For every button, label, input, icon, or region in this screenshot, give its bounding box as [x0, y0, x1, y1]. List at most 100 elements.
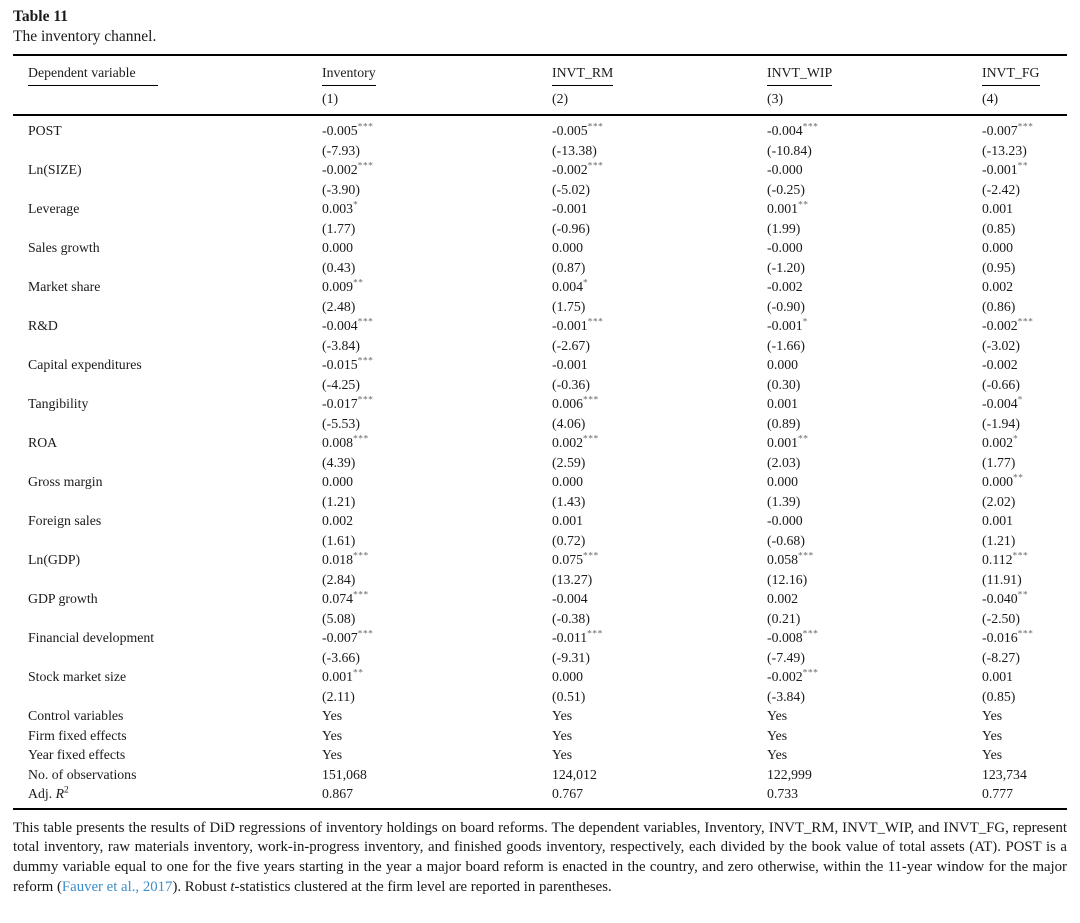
significance-stars: *** [357, 356, 374, 367]
row-label-empty [13, 687, 322, 707]
coef-row: GDP growth 0.074*** -0.004 0.002 -0.040** [13, 589, 1067, 609]
italic-symbol: R [55, 786, 65, 801]
tstat-cell: (-4.25) [322, 376, 360, 392]
tstat-cell: (1.21) [982, 532, 1016, 548]
tstat-row: (1.61) (0.72) (-0.68) (1.21) [13, 531, 1067, 551]
row-label: POST [28, 123, 62, 138]
coef-cell: 0.000 [982, 240, 1014, 255]
summary-row: Year fixed effects Yes Yes Yes Yes [13, 745, 1067, 765]
tstat-cell: (-3.90) [322, 181, 360, 197]
summary-cell: Yes [552, 727, 573, 743]
tstat-cell: (-0.25) [767, 181, 805, 197]
tstat-cell: (-3.84) [767, 688, 805, 704]
tstat-cell: (-0.38) [552, 610, 590, 626]
tstat-cell: (2.48) [322, 298, 356, 314]
tstat-row: (1.21) (1.43) (1.39) (2.02) [13, 492, 1067, 512]
coef-cell: 0.002 [322, 513, 354, 528]
tstat-row: (-7.93) (-13.38) (-10.84) (-13.23) [13, 141, 1067, 161]
summary-cell: 0.733 [767, 786, 799, 801]
tstat-cell: (-0.68) [767, 532, 805, 548]
tstat-cell: (0.51) [552, 688, 586, 704]
coef-cell: 0.001** [767, 434, 809, 450]
tstat-cell: (0.72) [552, 532, 586, 548]
significance-stars: * [1013, 434, 1019, 445]
row-label: Sales growth [28, 240, 100, 255]
row-label: Tangibility [28, 396, 89, 411]
column-number-4: (4) [982, 91, 999, 106]
coef-cell: 0.002*** [552, 434, 599, 450]
row-label: GDP growth [28, 591, 98, 606]
coef-row: Ln(GDP) 0.018*** 0.075*** 0.058*** 0.112*** [13, 550, 1067, 570]
summary-row: Control variables Yes Yes Yes Yes [13, 706, 1067, 726]
paper-page: Table 11 The inventory channel. Dependen… [13, 8, 1067, 895]
coef-cell: -0.007*** [322, 629, 374, 645]
significance-stars: * [583, 278, 589, 289]
tstat-cell: (-1.94) [982, 415, 1020, 431]
significance-stars: *** [357, 317, 374, 328]
tstat-cell: (0.85) [982, 688, 1016, 704]
tstat-cell: (1.77) [322, 220, 356, 236]
coef-cell: 0.000 [552, 240, 584, 255]
tstat-cell: (-7.49) [767, 649, 805, 665]
tstat-row: (5.08) (-0.38) (0.21) (-2.50) [13, 609, 1067, 629]
coef-cell: -0.004 [552, 591, 588, 606]
row-label-empty [13, 375, 322, 395]
significance-stars: * [802, 317, 808, 328]
footnote-text: This table presents the results of DiD r… [13, 819, 1067, 895]
significance-stars: *** [353, 434, 369, 445]
summary-row-label: Firm fixed effects [28, 727, 127, 743]
tstat-row: (-4.25) (-0.36) (0.30) (-0.66) [13, 375, 1067, 395]
tstat-cell: (-8.27) [982, 649, 1020, 665]
coef-cell: -0.000 [767, 162, 803, 177]
row-label-empty [13, 570, 322, 590]
tstat-cell: (-9.31) [552, 649, 590, 665]
significance-stars: *** [802, 122, 819, 133]
coef-cell: -0.001 [552, 357, 588, 372]
superscript: 2 [64, 785, 69, 796]
row-label: ROA [28, 435, 58, 450]
tstat-cell: (1.75) [552, 298, 586, 314]
coef-cell: 0.003* [322, 200, 359, 216]
row-label-empty [13, 648, 322, 668]
coef-cell: 0.009** [322, 278, 364, 294]
coef-cell: 0.000 [552, 474, 584, 489]
coef-cell: -0.004*** [767, 122, 819, 138]
column-header-invt-wip: INVT_WIP [767, 55, 982, 86]
coef-cell: -0.016*** [982, 629, 1034, 645]
table-title: Table 11 [13, 8, 68, 25]
significance-stars: *** [583, 551, 599, 562]
tstat-cell: (-0.90) [767, 298, 805, 314]
header-label-row: Dependent variable Inventory INVT_RM INV… [13, 55, 1067, 86]
coef-row: Market share 0.009** 0.004* -0.002 0.002 [13, 277, 1067, 297]
tstat-cell: (1.61) [322, 532, 356, 548]
tstat-cell: (0.85) [982, 220, 1016, 236]
significance-stars: ** [1013, 473, 1024, 484]
tstat-cell: (0.89) [767, 415, 801, 431]
coef-cell: 0.001 [552, 513, 584, 528]
coef-row: Stock market size 0.001** 0.000 -0.002*** 0.… [13, 667, 1067, 687]
coef-cell: 0.004* [552, 278, 589, 294]
coef-row: Ln(SIZE) -0.002*** -0.002*** -0.000 -0.001** [13, 160, 1067, 180]
tstat-cell: (2.84) [322, 571, 356, 587]
tstat-cell: (2.02) [982, 493, 1016, 509]
coef-cell: 0.001 [767, 396, 799, 411]
citation-link[interactable]: Fauver et al., 2017 [61, 878, 173, 895]
coef-cell: -0.002*** [322, 161, 374, 177]
row-label-empty [13, 336, 322, 356]
coef-cell: -0.002 [982, 357, 1018, 372]
coef-row: R&D -0.004*** -0.001*** -0.001* -0.002*** [13, 316, 1067, 336]
row-label: Capital expenditures [28, 357, 142, 372]
coef-cell: -0.004* [982, 395, 1023, 411]
tstat-cell: (11.91) [982, 571, 1022, 587]
tstat-cell: (0.95) [982, 259, 1016, 275]
significance-stars: *** [357, 122, 374, 133]
tstat-cell: (-0.66) [982, 376, 1020, 392]
significance-stars: *** [357, 161, 374, 172]
significance-stars: *** [1017, 629, 1034, 640]
empty-header-cell [13, 86, 322, 115]
row-label-empty [13, 258, 322, 278]
significance-stars: *** [802, 668, 819, 679]
tstat-row: (-3.84) (-2.67) (-1.66) (-3.02) [13, 336, 1067, 356]
tstat-cell: (-13.23) [982, 142, 1027, 158]
significance-stars: ** [353, 668, 364, 679]
